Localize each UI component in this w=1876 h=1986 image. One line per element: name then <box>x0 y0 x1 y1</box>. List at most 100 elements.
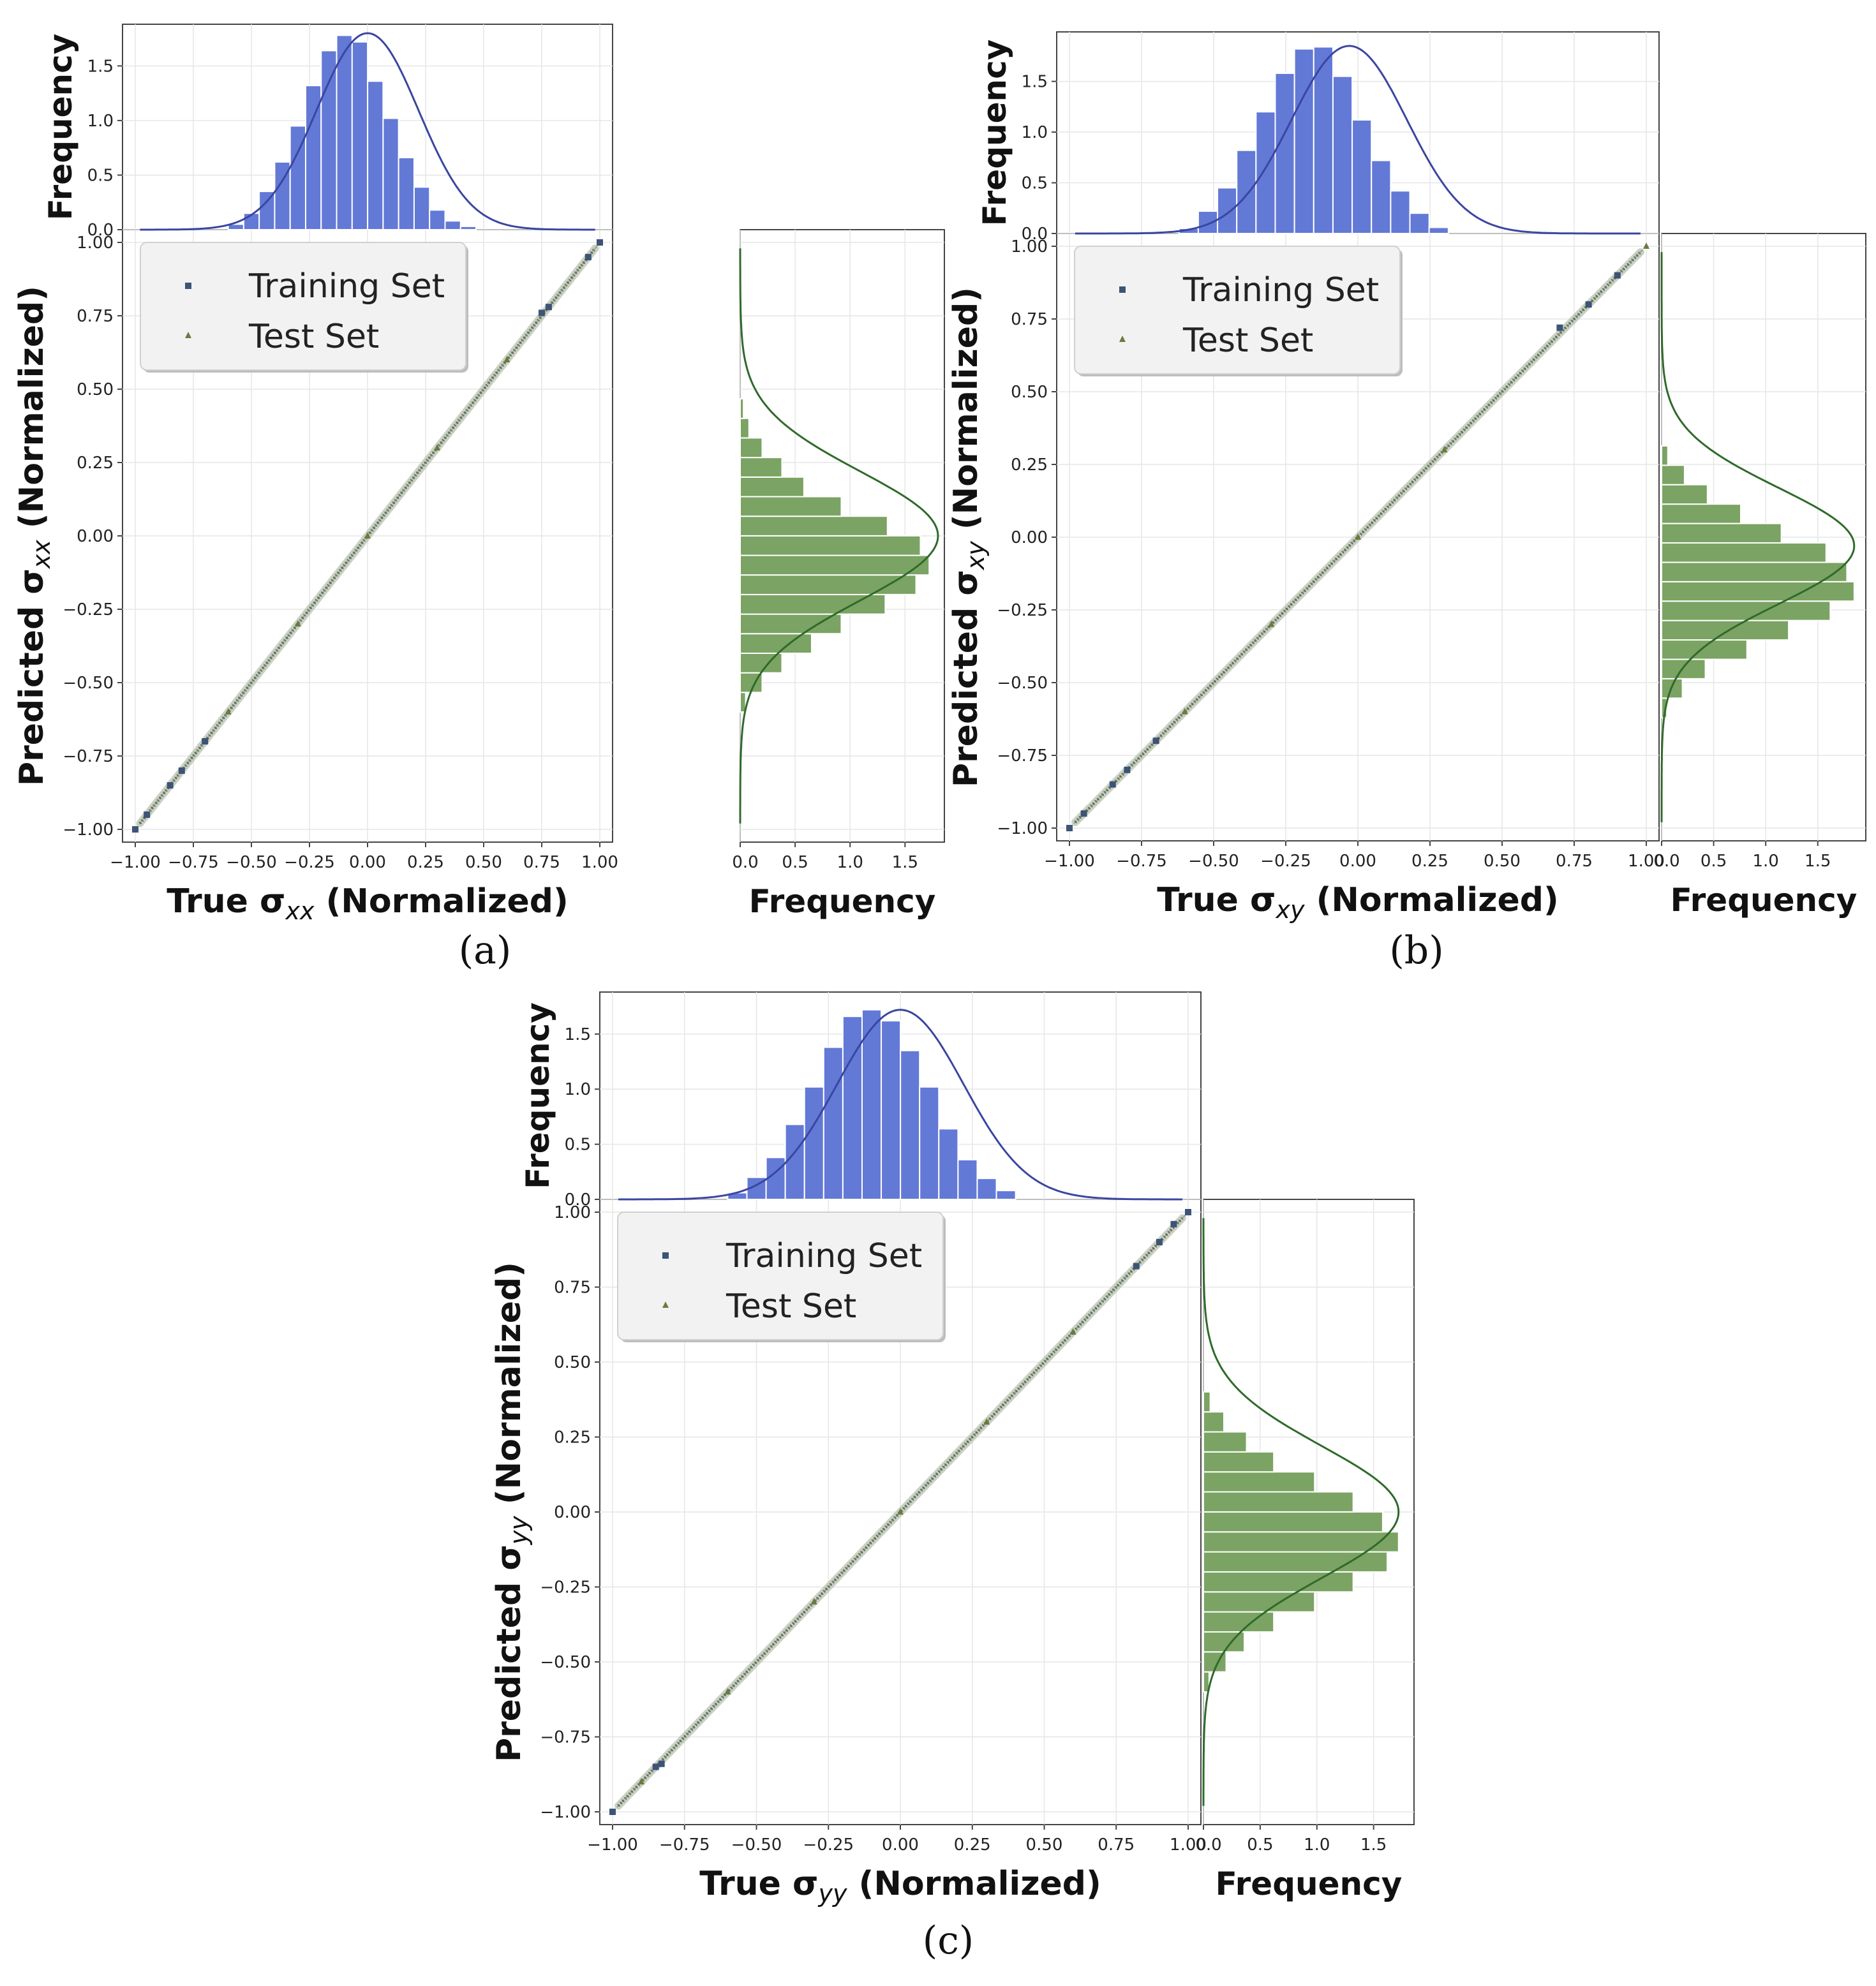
y-axis-title-suffix: (Normalized) <box>947 287 985 541</box>
top-hist-bar <box>1409 212 1430 235</box>
top-hist-bar <box>258 191 276 231</box>
test-point <box>1355 533 1361 540</box>
side-hist-x-title: Frequency <box>1216 1865 1403 1902</box>
legend-training-label: Training Set <box>726 1237 922 1275</box>
top-hist-bar <box>336 34 353 231</box>
x-tick-label: −1.00 <box>110 853 161 872</box>
top-hist-bar <box>1351 119 1373 234</box>
x-tick-label: −0.50 <box>1188 852 1239 871</box>
legend: Training Set Test Set <box>1074 246 1403 376</box>
x-tick-label: 0.00 <box>349 853 386 872</box>
y-axis-title-suffix: (Normalized) <box>13 286 51 540</box>
x-tick-label: −0.75 <box>659 1835 710 1855</box>
x-axis-title-main: True σ <box>1157 881 1276 919</box>
top-hist-bar <box>803 1086 824 1201</box>
x-axis-title-subscript: yy <box>818 1879 847 1908</box>
side-hist-bar <box>1661 445 1669 466</box>
top-histogram: 0.0 0.5 1.0 1.5 Frequency <box>519 991 1202 1210</box>
side-hist-x-tick-label: 1.0 <box>837 853 863 872</box>
top-hist-bar <box>784 1123 805 1200</box>
side-hist-bar <box>1661 464 1685 485</box>
side-hist-x-tick-label: 1.0 <box>1304 1835 1330 1855</box>
top-hist-y-tick-label: 1.5 <box>565 1025 591 1044</box>
side-hist-bar <box>1203 1391 1211 1413</box>
test-point <box>294 620 301 626</box>
y-tick-label: 1.00 <box>554 1203 591 1222</box>
x-tick-label: −0.50 <box>731 1835 782 1855</box>
side-histogram: 0.0 0.5 1.0 1.5 Frequency <box>1653 233 1866 919</box>
y-axis-title: Predicted σxy (Normalized) <box>947 287 990 787</box>
legend-training-marker <box>185 283 191 289</box>
panel-a: −1.00 −1.00 −0.75 −0.75 −0.50 −0.50 −0.25 −0.25… <box>13 24 945 973</box>
top-hist-bar <box>1236 149 1257 234</box>
side-hist-bar <box>740 593 886 615</box>
side-hist-x-tick-label: 1.0 <box>1752 852 1778 871</box>
legend-test-marker <box>185 332 191 338</box>
x-axis-title-suffix: (Normalized) <box>1305 881 1559 919</box>
legend-test-marker <box>662 1301 669 1308</box>
y-tick-label: 0.25 <box>1011 456 1048 475</box>
scatter-point-core <box>138 247 597 825</box>
test-point <box>503 356 510 362</box>
legend-test-label: Test Set <box>726 1287 856 1326</box>
top-kde-curve <box>618 1009 1182 1201</box>
top-histogram: 0.0 0.5 1.0 1.5 Frequency <box>42 24 613 240</box>
x-tick-label: 0.25 <box>1411 852 1448 871</box>
top-hist-y-tick-label: 0.0 <box>87 221 114 240</box>
side-hist-bar <box>740 496 842 517</box>
top-hist-y-tick-label: 1.0 <box>1022 123 1048 142</box>
top-hist-bar <box>995 1190 1016 1200</box>
training-point <box>144 811 151 818</box>
side-hist-x-tick-label: 0.5 <box>1247 1835 1273 1855</box>
y-tick-label: −0.50 <box>540 1653 591 1672</box>
top-kde-curve <box>140 32 595 231</box>
side-hist-bar <box>1203 1411 1225 1433</box>
top-hist-bar <box>398 157 415 230</box>
side-hist-x-tick-label: 1.5 <box>892 853 918 872</box>
top-hist-bar <box>351 41 369 230</box>
x-axis-title: True σyy (Normalized) <box>699 1865 1101 1908</box>
side-hist-bar <box>740 613 842 635</box>
x-tick-label: −0.75 <box>168 853 219 872</box>
x-tick-label: 0.00 <box>1339 852 1376 871</box>
x-tick-label: 0.50 <box>1484 852 1521 871</box>
side-hist-bar <box>740 398 745 419</box>
y-axis-title-subscript: xy <box>962 541 990 570</box>
y-tick-label: 0.25 <box>554 1428 591 1448</box>
top-hist-bar <box>459 225 477 231</box>
legend-training-marker <box>662 1252 669 1259</box>
top-hist-bar <box>1313 46 1334 235</box>
training-point <box>1152 737 1159 745</box>
top-hist-bar <box>1390 190 1411 234</box>
y-tick-label: −0.25 <box>540 1578 591 1597</box>
y-tick-label: 0.75 <box>1011 310 1048 329</box>
x-axis-title-main: True σ <box>167 882 285 921</box>
y-axis-title: Predicted σxx (Normalized) <box>13 286 56 786</box>
side-hist-bar <box>740 417 750 439</box>
training-point <box>597 239 603 246</box>
training-point <box>1614 272 1621 279</box>
top-hist-bar <box>861 1009 882 1201</box>
panel-caption: (a) <box>459 928 512 973</box>
test-point <box>638 1778 645 1784</box>
y-tick-label: −0.75 <box>540 1728 591 1747</box>
test-point <box>897 1508 904 1515</box>
training-point <box>609 1809 616 1815</box>
x-tick-label: −1.00 <box>1044 852 1095 871</box>
top-hist-bar <box>1255 111 1276 234</box>
top-hist-y-tick-label: 1.0 <box>565 1080 591 1099</box>
top-hist-bar <box>429 209 446 231</box>
test-point <box>364 532 371 538</box>
legend: Training Set Test Set <box>617 1212 946 1342</box>
x-tick-label: 0.75 <box>1098 1835 1135 1855</box>
side-hist-bar <box>1661 658 1706 679</box>
training-point <box>1080 810 1087 817</box>
side-hist-bar <box>1203 1451 1275 1473</box>
y-axis-title-suffix: (Normalized) <box>490 1262 528 1516</box>
x-tick-label: 0.00 <box>882 1835 919 1855</box>
test-point <box>1268 620 1275 627</box>
y-tick-label: 1.00 <box>77 233 114 253</box>
x-axis-title-suffix: (Normalized) <box>847 1865 1101 1903</box>
side-hist-bar <box>1661 522 1782 544</box>
top-kde-curve <box>1075 45 1641 235</box>
